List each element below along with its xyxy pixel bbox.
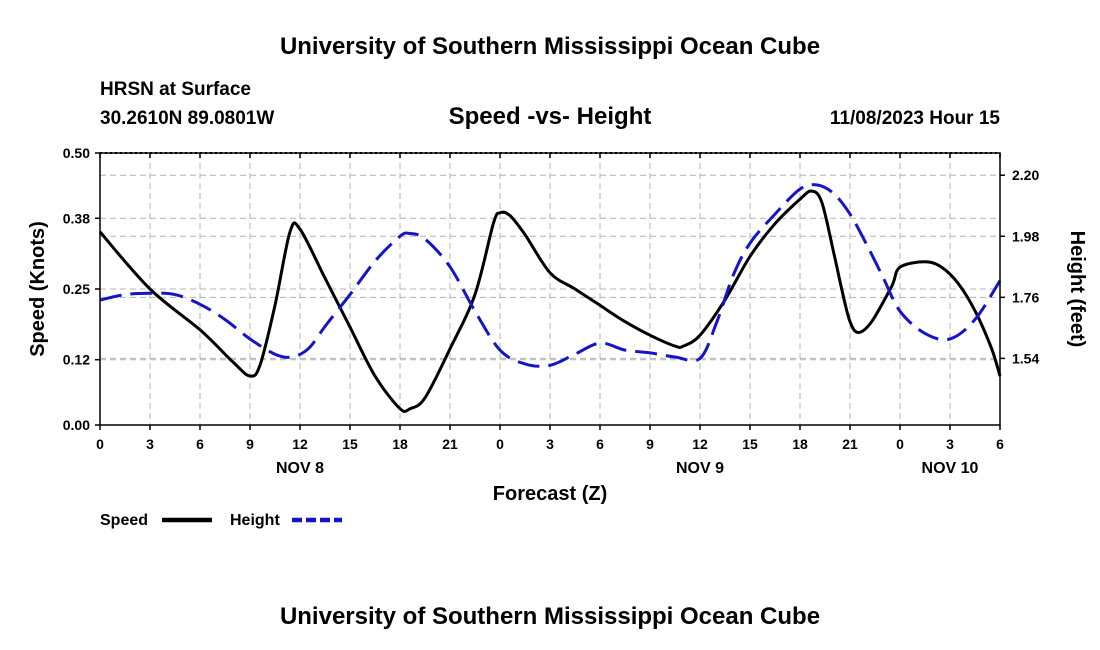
y2-axis-label: Height (feet): [1066, 231, 1088, 348]
y-tick-label: 0.38: [63, 210, 90, 226]
x-tick-label: 15: [742, 436, 758, 452]
chart-title: Speed -vs- Height: [449, 103, 652, 130]
y-tick-label: 0.12: [63, 352, 90, 368]
series-line-height: [99, 183, 1002, 368]
x-tick-label: 12: [292, 436, 308, 452]
x-tick-label: 9: [646, 436, 654, 452]
y-tick-label: 0.00: [63, 417, 90, 433]
legend-speed-label: Speed: [100, 512, 148, 529]
x-tick-label: 6: [596, 436, 604, 452]
series-line-speed: [98, 189, 1002, 414]
x-tick-label: 3: [146, 436, 154, 452]
x-axis-label: Forecast (Z): [493, 483, 607, 505]
forecast-datetime: 11/08/2023 Hour 15: [830, 108, 1000, 129]
x-date-label: NOV 10: [922, 460, 979, 477]
legend: Speed Height: [100, 512, 342, 529]
x-tick-label: 18: [392, 436, 408, 452]
x-tick-label: 18: [792, 436, 808, 452]
y-tick-label: 0.25: [63, 281, 90, 297]
x-tick-label: 21: [842, 436, 858, 452]
x-date-label: NOV 9: [676, 460, 724, 477]
station-coords: 30.2610N 89.0801W: [100, 108, 274, 129]
series-group: [98, 183, 1002, 414]
x-tick-label: 3: [946, 436, 954, 452]
y2-tick-label: 1.98: [1012, 228, 1039, 244]
y-tick-label: 0.50: [63, 145, 90, 161]
x-date-label: NOV 8: [276, 460, 324, 477]
axes-group: 0 3 6 9 12 15 18 21 0 3 6 9 12 15 18 21 0 3 6 NOV 8 NOV 9 NOV…: [63, 145, 1040, 477]
legend-height-label: Height: [230, 512, 280, 529]
x-tick-label: 6: [196, 436, 204, 452]
grid-lines: [100, 153, 1000, 425]
page-title: University of Southern Mississippi Ocean…: [280, 33, 820, 60]
x-tick-label: 0: [96, 436, 104, 452]
x-tick-label: 0: [896, 436, 904, 452]
x-tick-label: 3: [546, 436, 554, 452]
x-tick-label: 15: [342, 436, 358, 452]
x-tick-label: 12: [692, 436, 708, 452]
station-name: HRSN at Surface: [100, 79, 251, 100]
x-tick-label: 6: [996, 436, 1004, 452]
x-tick-label: 21: [442, 436, 458, 452]
footer-title: University of Southern Mississippi Ocean…: [280, 603, 820, 630]
y2-tick-label: 1.76: [1012, 289, 1039, 305]
x-tick-label: 9: [246, 436, 254, 452]
y2-tick-label: 1.54: [1012, 350, 1039, 366]
y-axis-label: Speed (Knots): [27, 221, 49, 357]
y2-tick-label: 2.20: [1012, 167, 1039, 183]
x-tick-label: 0: [496, 436, 504, 452]
